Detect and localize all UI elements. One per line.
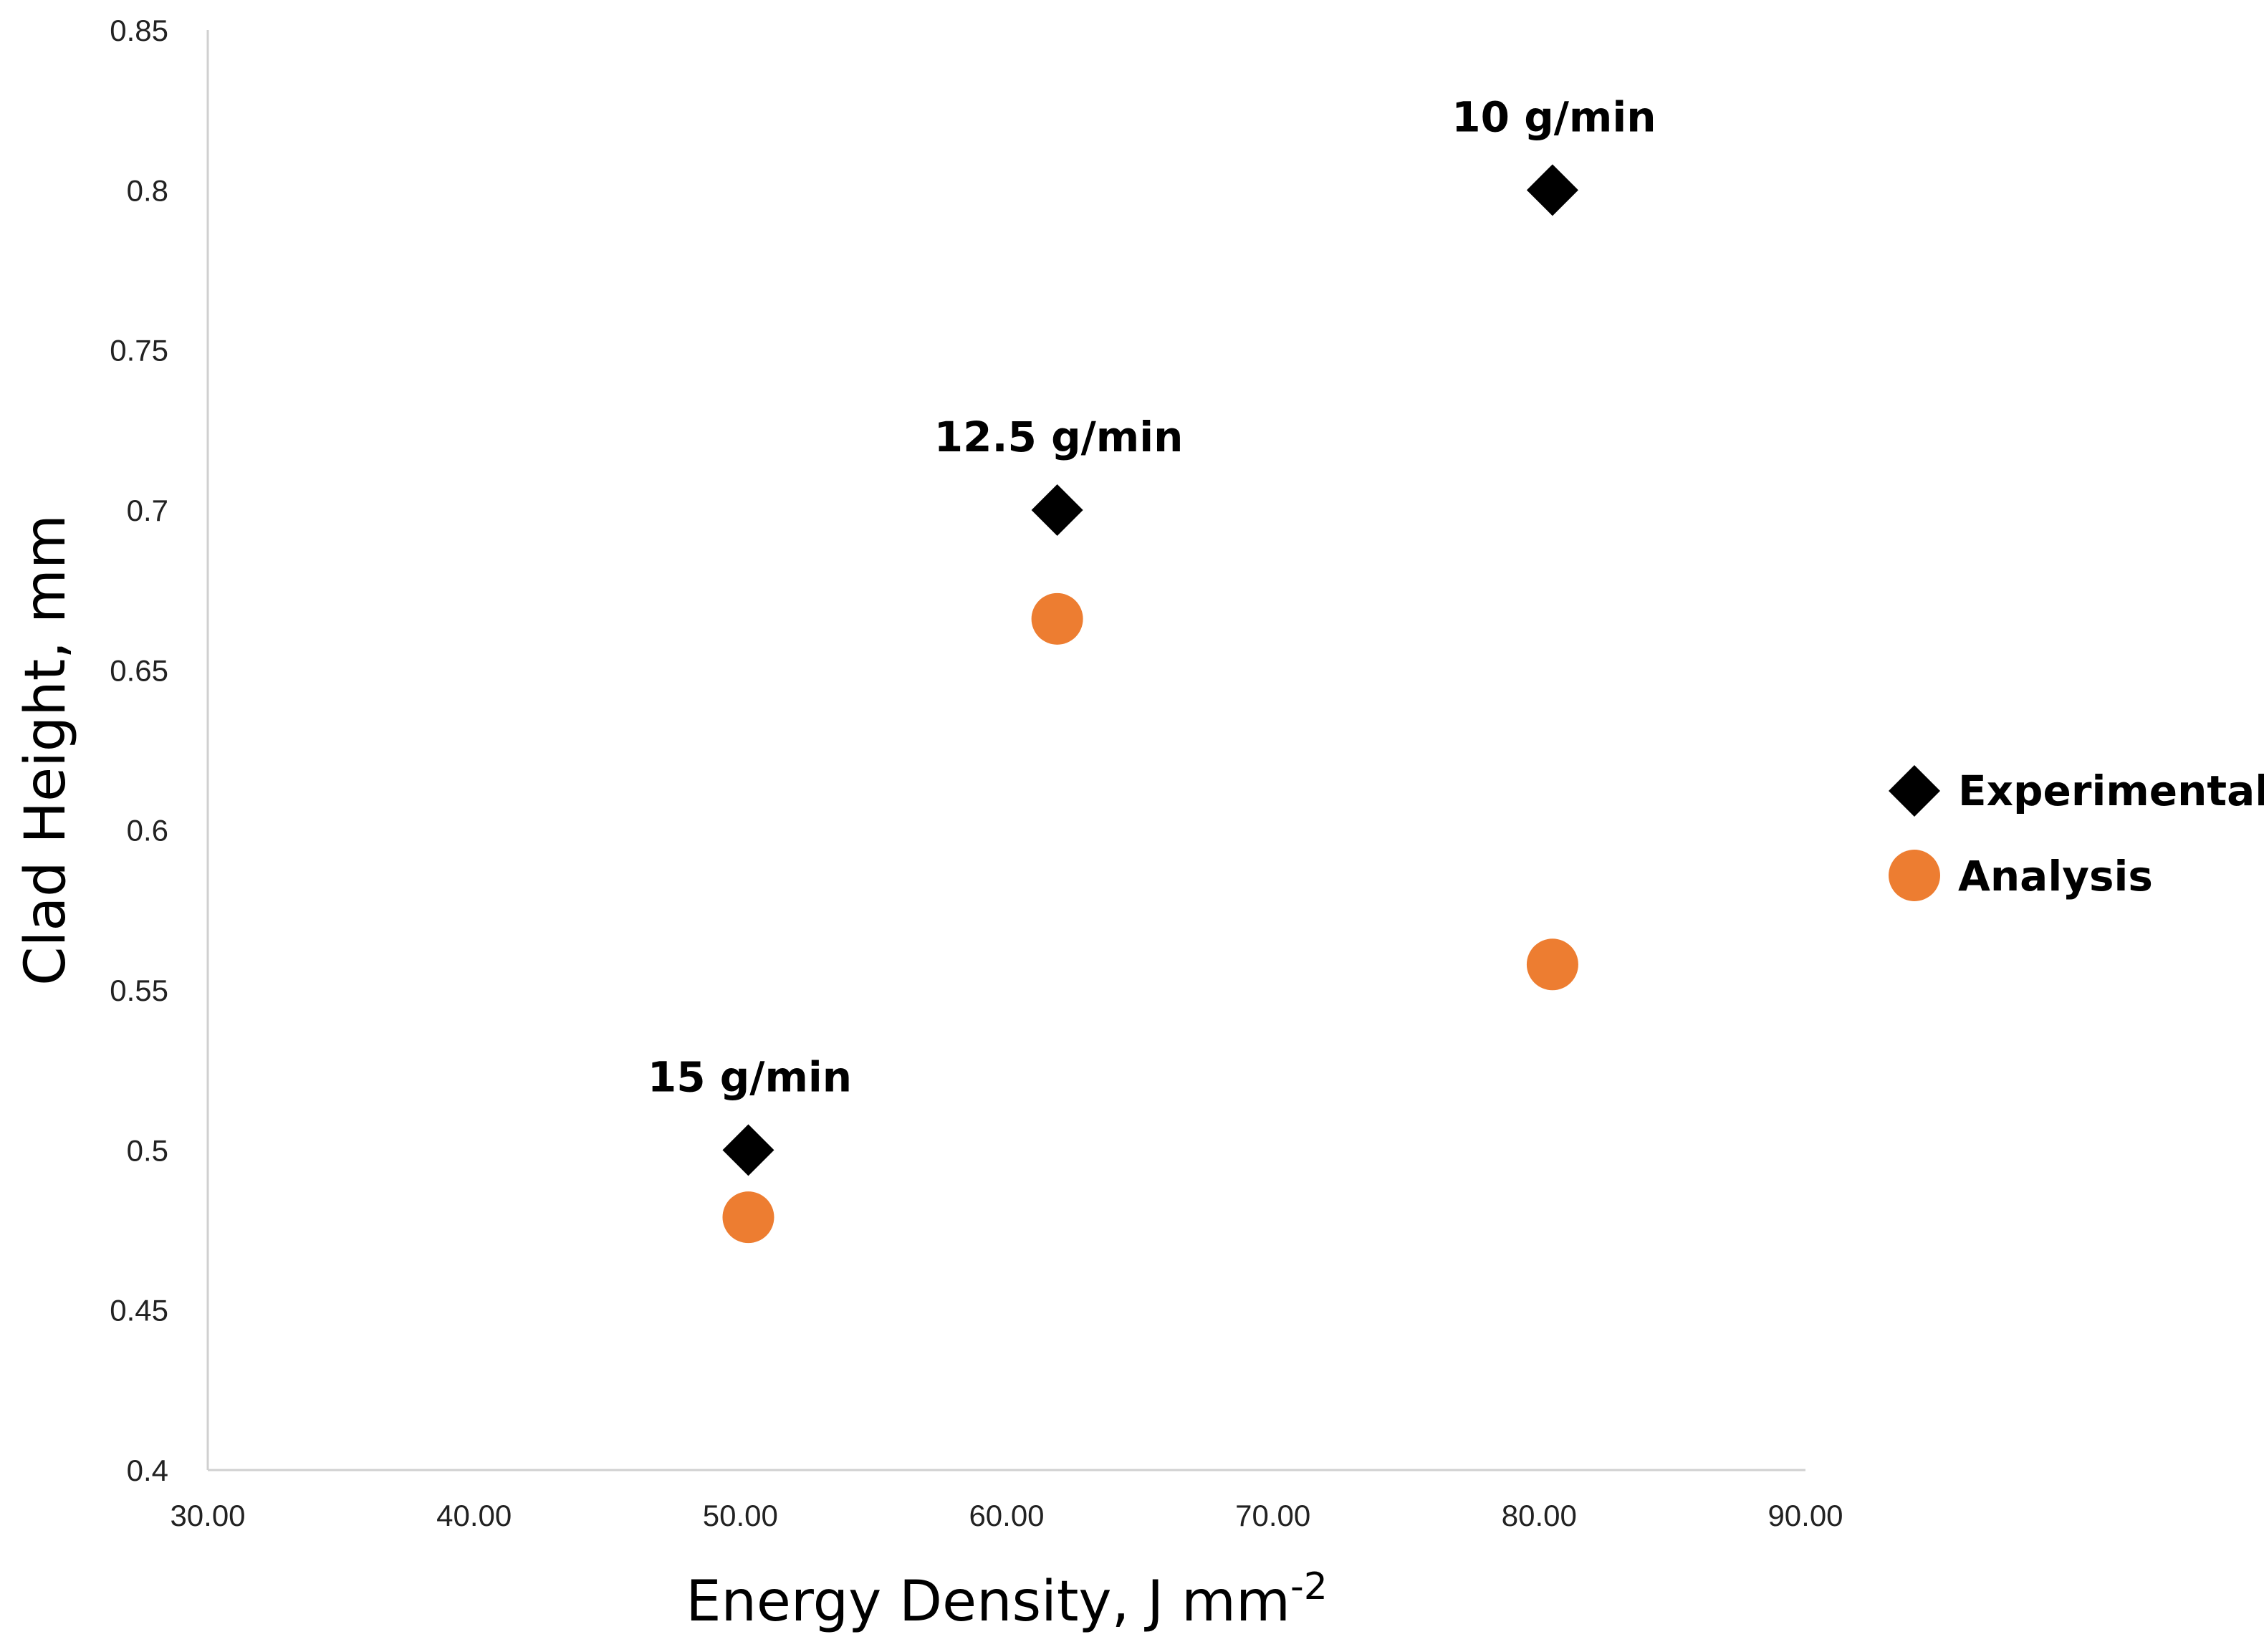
x-tick-label: 80.00 — [1502, 1499, 1577, 1532]
y-tick-label: 0.7 — [127, 494, 168, 527]
flow-rate-annotation: 12.5 g/min — [934, 413, 1184, 461]
plot-axes — [206, 30, 1805, 1471]
legend-label-analysis: Analysis — [1958, 852, 2153, 901]
x-axis-title-main: Energy Density, J mm — [686, 1570, 1290, 1634]
x-axis-title-superscript: -2 — [1290, 1565, 1328, 1608]
y-tick-label: 0.75 — [110, 334, 168, 368]
legend-circle-icon — [1889, 850, 1940, 901]
y-tick-label: 0.55 — [110, 974, 168, 1007]
analysis-point — [722, 1191, 774, 1244]
x-tick-label: 90.00 — [1767, 1499, 1843, 1532]
x-tick-label: 40.00 — [436, 1499, 512, 1532]
x-tick-label: 70.00 — [1235, 1499, 1310, 1532]
legend: Experimental Analysis — [1889, 765, 2264, 901]
y-tick-label: 0.4 — [127, 1454, 168, 1487]
y-tick-labels: 0.4 0.45 0.5 0.55 0.6 0.65 0.7 0.75 0.8 0.85 — [110, 14, 168, 1487]
legend-label-experimental: Experimental — [1958, 767, 2264, 815]
legend-diamond-icon — [1889, 765, 1940, 817]
x-tick-labels: 30.00 40.00 50.00 60.00 70.00 80.00 90.00 — [170, 1499, 1843, 1532]
x-tick-label: 50.00 — [703, 1499, 778, 1532]
experimental-point — [1526, 164, 1578, 216]
data-points — [722, 164, 1578, 1244]
y-tick-label: 0.8 — [127, 173, 168, 207]
x-tick-label: 60.00 — [969, 1499, 1044, 1532]
y-tick-label: 0.6 — [127, 814, 168, 847]
analysis-point — [1526, 938, 1578, 991]
legend-item-analysis: Analysis — [1889, 850, 2153, 901]
y-tick-label: 0.85 — [110, 14, 168, 47]
y-tick-label: 0.65 — [110, 653, 168, 687]
data-annotations: 15 g/min 12.5 g/min 10 g/min — [648, 92, 1656, 1101]
flow-rate-annotation: 10 g/min — [1452, 92, 1656, 141]
x-axis-title: Energy Density, J mm-2 — [686, 1565, 1328, 1634]
x-tick-label: 30.00 — [170, 1499, 245, 1532]
experimental-point — [1031, 484, 1083, 536]
flow-rate-annotation: 15 g/min — [648, 1052, 852, 1101]
legend-item-experimental: Experimental — [1889, 765, 2264, 817]
y-tick-label: 0.45 — [110, 1294, 168, 1327]
y-axis-title: Clad Height, mm — [14, 514, 78, 986]
experimental-point — [722, 1124, 774, 1176]
analysis-point — [1031, 592, 1083, 645]
y-tick-label: 0.5 — [127, 1133, 168, 1167]
